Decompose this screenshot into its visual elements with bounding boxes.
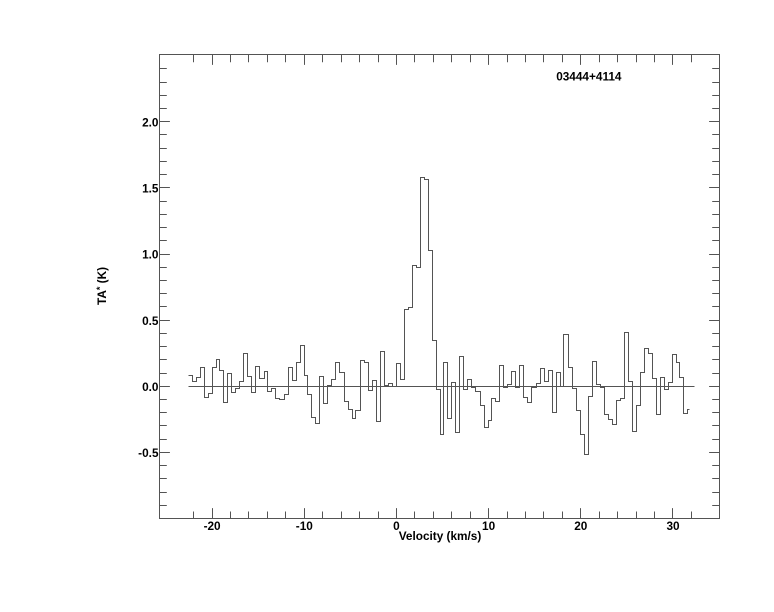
svg-text:Velocity (km/s): Velocity (km/s) <box>399 529 482 543</box>
svg-text:-0.5: -0.5 <box>138 446 159 460</box>
svg-text:1.0: 1.0 <box>142 248 159 262</box>
svg-text:0: 0 <box>393 519 400 533</box>
svg-text:0.0: 0.0 <box>142 380 159 394</box>
svg-text:30: 30 <box>666 519 680 533</box>
svg-text:2.0: 2.0 <box>142 115 159 129</box>
svg-text:1.5: 1.5 <box>142 182 159 196</box>
svg-text:-20: -20 <box>204 519 221 533</box>
svg-text:TA* (K): TA* (K) <box>95 267 109 305</box>
svg-text:03444+4114: 03444+4114 <box>556 70 622 84</box>
svg-text:0.5: 0.5 <box>142 314 159 328</box>
svg-text:-10: -10 <box>296 519 313 533</box>
svg-text:20: 20 <box>574 519 588 533</box>
svg-text:10: 10 <box>482 519 496 533</box>
